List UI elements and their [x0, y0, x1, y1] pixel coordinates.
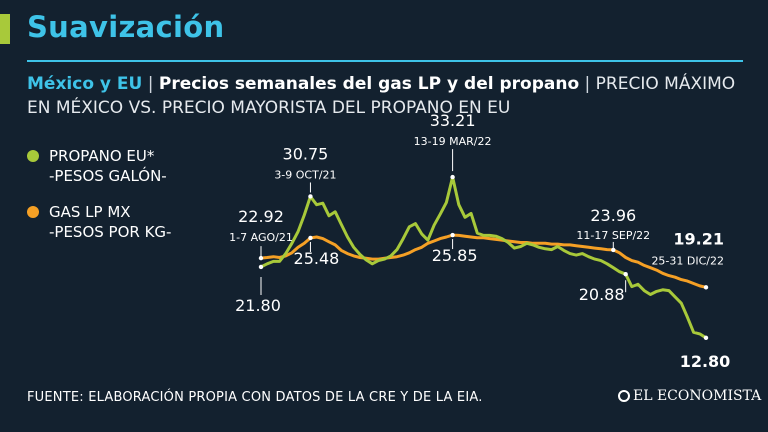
subtitle-separator-1: |: [147, 74, 154, 94]
data-label-value-0-31: 33.21: [430, 111, 476, 130]
data-point-0-59: [623, 271, 628, 277]
page-title: Suavización: [27, 10, 225, 44]
data-label-value-0-59: 20.88: [579, 285, 625, 304]
data-label-value-1-0: 22.92: [238, 207, 284, 226]
brand-logo-icon: [618, 390, 630, 402]
data-label-value-0-0: 21.80: [235, 296, 281, 315]
legend-unit-gaslp: -PESOS POR KG-: [49, 223, 172, 241]
subtitle: México y EU | Precios semanales del gas …: [27, 72, 757, 120]
data-point-1-72: [703, 285, 709, 290]
data-label-value-1-57: 23.96: [590, 206, 636, 225]
data-label-date-1-57: 11-17 SEP/22: [576, 229, 650, 242]
data-point-1-31: [450, 232, 455, 238]
data-label-date-1-0: 1-7 AGO/21: [229, 231, 293, 244]
data-point-0-0: [258, 264, 264, 270]
data-label-date-1-72: 25-31 DIC/22: [651, 254, 724, 267]
series-line-propano: [259, 175, 708, 340]
data-point-1-0: [258, 255, 264, 261]
title-accent-bar: [0, 14, 10, 44]
data-point-0-72: [703, 335, 709, 341]
source-note: FUENTE: ELABORACIÓN PROPIA CON DATOS DE …: [27, 390, 483, 405]
data-point-1-8: [308, 235, 313, 241]
data-label-value-1-8: 25.48: [294, 249, 340, 268]
series-line-gaslp: [259, 233, 708, 289]
data-point-0-8: [308, 194, 313, 199]
subtitle-region: México y EU: [27, 74, 143, 94]
data-point-1-57: [611, 247, 616, 253]
legend-unit-propano: -PESOS GALÓN-: [49, 167, 167, 185]
title-rule: [27, 60, 743, 62]
data-label-date-0-31: 13-19 MAR/22: [414, 135, 492, 148]
data-label-value-0-8: 30.75: [283, 144, 329, 163]
subtitle-separator-2: |: [584, 74, 591, 94]
legend-item-propano: PROPANO EU* -PESOS GALÓN-: [27, 146, 167, 186]
legend-label-propano: PROPANO EU*: [49, 147, 155, 165]
legend-label-gaslp: GAS LP MX: [49, 203, 131, 221]
data-label-value-0-72: 12.80: [680, 352, 731, 371]
data-label-value-1-31: 25.85: [432, 246, 478, 265]
legend-item-gaslp: GAS LP MX -PESOS POR KG-: [27, 202, 171, 242]
brand-name: EL ECONOMISTA: [633, 388, 762, 404]
data-label-date-0-8: 3-9 OCT/21: [274, 168, 336, 181]
subtitle-unit: PRECIO MÁXIMO EN MÉXICO VS. PRECIO MAYOR…: [27, 74, 736, 118]
legend-dot-gaslp: [27, 206, 39, 218]
legend-dot-propano: [27, 150, 39, 162]
data-label-value-1-72: 19.21: [673, 229, 724, 248]
subtitle-main: Precios semanales del gas LP y del propa…: [158, 74, 580, 94]
brand-logo: EL ECONOMISTA: [618, 388, 761, 404]
data-point-0-31: [450, 174, 455, 180]
